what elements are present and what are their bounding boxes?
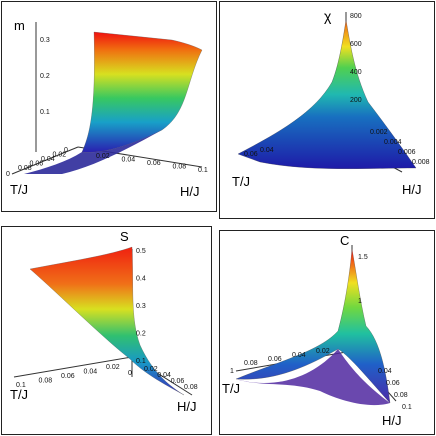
t-tick-label: 0.08: [39, 378, 53, 385]
z-tick-label: 0.1: [136, 358, 146, 365]
corner-tick-label: 0: [128, 370, 132, 377]
y-axis-label: H/J: [177, 399, 197, 414]
t-axis: [11, 146, 79, 175]
z-tick-label: 200: [350, 97, 362, 104]
t-tick-label: 0.04: [292, 352, 306, 359]
h-tick-label: 0.002: [370, 129, 388, 136]
panel-magnetization: 0.3 0.2 0.1 0.08 0.06 0.04 0.02 0 0.02 0.04 0.06 0.…: [1, 1, 217, 212]
h-tick-label: 0.004: [384, 139, 402, 146]
z-tick-label: 0.1: [40, 109, 50, 116]
corner-tick-label: 1: [230, 368, 234, 375]
z-tick-label: 0.3: [40, 37, 50, 44]
h-tick-label: 0.06: [386, 380, 400, 387]
z-axis-label: χ: [324, 8, 332, 24]
t-tick-label: 0.08: [244, 360, 258, 367]
panel-entropy: 0.5 0.4 0.3 0.2 0.1 0.1 0.08 0.06 0.04 0.02 0.02 0.…: [1, 226, 212, 435]
z-tick-label: 0.4: [136, 276, 146, 283]
surface-m: [81, 31, 203, 153]
z-tick-label: 0.5: [136, 248, 146, 255]
z-tick-label: 1.5: [358, 254, 368, 261]
z-tick-label: 400: [350, 69, 362, 76]
h-tick-label: 0.04: [157, 372, 171, 379]
h-tick-label: 0.008: [412, 159, 430, 166]
surface-chi: [237, 19, 417, 169]
panel-susceptibility: 800 600 400 200 0.06 0.04 0.002 0.004 0.006 0.008…: [219, 1, 435, 219]
x-axis-label: T/J: [10, 182, 29, 197]
t-tick-label: 0.06: [30, 161, 44, 168]
y-axis-label: H/J: [402, 182, 422, 197]
t-tick-label: 0.06: [61, 373, 75, 380]
t-tick-label: 0.04: [260, 147, 274, 154]
t-tick-label: 0: [64, 147, 68, 154]
y-axis-label: H/J: [382, 413, 402, 428]
panel-specific-heat: 1.5 1 0.08 0.06 0.04 0.02 0.04 0.06 0.08 0.1 1 C T…: [219, 230, 435, 435]
x-axis-label: T/J: [10, 387, 29, 402]
t-tick-label: 0.02: [53, 152, 67, 159]
z-axis-label: C: [340, 233, 350, 248]
z-tick-label: 0.2: [40, 73, 50, 80]
z-axis-label: m: [14, 18, 25, 33]
t-tick-label: 0.02: [106, 364, 120, 371]
surface-c: [235, 248, 391, 404]
y-axis-label: H/J: [180, 184, 200, 199]
z-tick-label: 1: [358, 298, 362, 305]
h-tick-label: 0.02: [96, 153, 110, 160]
h-tick-label: 0.08: [394, 392, 408, 399]
z-tick-label: 600: [350, 41, 362, 48]
t-tick-label: 0.08: [18, 165, 32, 172]
h-tick-label: 0.08: [173, 164, 187, 171]
z-tick-label: 800: [350, 13, 362, 20]
corner-tick-label: 0: [6, 171, 10, 178]
t-tick-label: 0.06: [268, 356, 282, 363]
z-tick-label: 0.2: [136, 331, 146, 338]
h-tick-label: 0.06: [171, 378, 185, 385]
h-tick-label: 0.06: [147, 160, 161, 167]
h-tick-label: 0.1: [198, 167, 208, 174]
x-axis-label: T/J: [222, 381, 241, 396]
t-tick-label: 0.1: [16, 382, 26, 389]
t-tick-label: 0.04: [84, 369, 98, 376]
h-tick-label: 0.006: [398, 149, 416, 156]
x-axis-label: T/J: [232, 174, 251, 189]
chart-s-canvas: 0.50.40.30.20.10.10.080.060.040.02 0.020.…: [13, 246, 198, 396]
h-tick-label: 0.08: [184, 384, 198, 391]
surface-c-base: [236, 349, 390, 406]
t-tick-label: 0.02: [316, 348, 330, 355]
h-tick-label: 0.04: [378, 368, 392, 375]
h-tick-label: 0.04: [122, 157, 136, 164]
h-tick-label: 0.02: [144, 366, 158, 373]
t-tick-label: 0.04: [41, 156, 55, 163]
t-axis: [13, 356, 133, 378]
chart-c-canvas: 1.5 1 0.08 0.06 0.04 0.02 0.04 0.06 0.08 0.1 1: [230, 245, 412, 411]
h-tick-label: 0.1: [402, 404, 412, 411]
z-tick-label: 0.3: [136, 303, 146, 310]
surface-s: [29, 246, 185, 396]
chart-chi-canvas: 800 600 400 200 0.060.04 0.002 0.004 0.006 0.008: [237, 12, 430, 173]
t-tick-label: 0.06: [244, 151, 258, 158]
z-axis-label: S: [120, 229, 129, 244]
